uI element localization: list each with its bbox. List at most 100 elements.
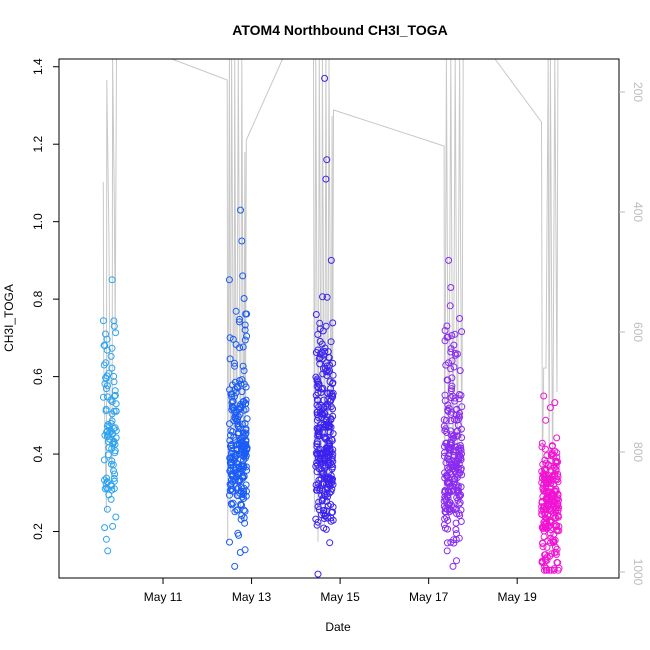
data-point (323, 483, 331, 491)
data-point (542, 416, 550, 424)
data-point (228, 402, 236, 410)
data-point (443, 505, 451, 513)
data-point (231, 508, 239, 516)
data-point (111, 424, 119, 432)
data-point (324, 514, 332, 522)
data-point (456, 367, 464, 375)
data-point (549, 450, 557, 458)
data-point (101, 524, 109, 532)
data-point (455, 500, 463, 508)
data-point (322, 175, 330, 183)
data-point (108, 364, 116, 372)
data-point (232, 389, 240, 397)
data-point (450, 536, 458, 544)
data-point (241, 454, 249, 462)
data-point (320, 454, 328, 462)
data-point (455, 464, 463, 472)
data-point (239, 444, 247, 452)
data-point (324, 452, 332, 460)
data-point (320, 506, 328, 514)
data-point (448, 332, 456, 339)
data-point (329, 379, 337, 387)
pressure-segment-3 (313, 58, 464, 543)
data-point (441, 337, 449, 345)
data-point (443, 429, 451, 436)
data-point (441, 397, 449, 405)
data-point (226, 334, 234, 342)
data-point (553, 434, 561, 442)
data-point (447, 365, 455, 373)
data-point (323, 293, 331, 301)
data-point (451, 349, 459, 357)
y-axis: 0.2 0.4 0.6 0.8 1.0 1.2 1.4 (31, 58, 59, 540)
data-point (104, 382, 111, 390)
chart-title: ATOM4 Northbound CH3I_TOGA (232, 22, 447, 38)
data-point (548, 489, 556, 496)
x-tick-label: May 17 (409, 590, 449, 604)
data-point (312, 311, 320, 318)
data-point (111, 440, 119, 448)
data-point (320, 490, 328, 498)
data-point (243, 310, 251, 318)
data-point (539, 484, 547, 492)
data-point (316, 449, 324, 457)
data-point (329, 359, 337, 367)
data-point (109, 522, 117, 530)
data-point (454, 487, 462, 495)
data-point (243, 332, 251, 340)
y-tick-label: 0.4 (31, 445, 45, 462)
data-point (551, 399, 559, 407)
data-point (539, 543, 547, 551)
data-point (231, 476, 239, 484)
data-point (541, 562, 549, 570)
data-point (328, 437, 336, 444)
data-point (241, 336, 249, 344)
data-point (541, 524, 549, 532)
data-point (111, 392, 118, 400)
data-point (324, 423, 332, 431)
series-1 (99, 276, 120, 555)
data-point (316, 354, 324, 362)
data-point (234, 420, 242, 428)
data-point (320, 524, 328, 532)
data-point (240, 440, 248, 448)
data-point (236, 344, 243, 352)
data-point (112, 329, 120, 337)
data-point (457, 444, 465, 452)
data-point (451, 330, 459, 338)
data-point (540, 392, 548, 400)
data-point (231, 450, 239, 457)
data-point (238, 512, 246, 519)
data-point (455, 469, 463, 477)
data-point (103, 505, 111, 513)
data-point (550, 538, 558, 546)
data-point (240, 488, 248, 495)
data-point (238, 420, 246, 428)
data-point (446, 302, 454, 310)
data-point (313, 521, 321, 529)
data-point (542, 519, 550, 527)
data-point (547, 519, 555, 526)
data-point (314, 503, 322, 511)
data-point (543, 515, 551, 523)
data-point (328, 392, 336, 400)
data-point (100, 341, 108, 349)
data-point (241, 519, 249, 527)
data-point (102, 407, 110, 415)
data-point (231, 359, 238, 367)
data-point (440, 452, 448, 460)
data-point (452, 526, 460, 534)
data-point (543, 505, 551, 513)
y-axis-label: CH3I_TOGA (2, 284, 16, 352)
data-point (546, 462, 554, 470)
series-3 (312, 74, 337, 578)
data-point (236, 549, 244, 556)
y2-tick-label: 800 (631, 442, 645, 462)
data-point (543, 543, 551, 551)
data-point (541, 551, 549, 559)
data-point (547, 452, 555, 460)
data-point (444, 478, 452, 486)
data-point (236, 315, 243, 323)
data-point (450, 452, 458, 460)
